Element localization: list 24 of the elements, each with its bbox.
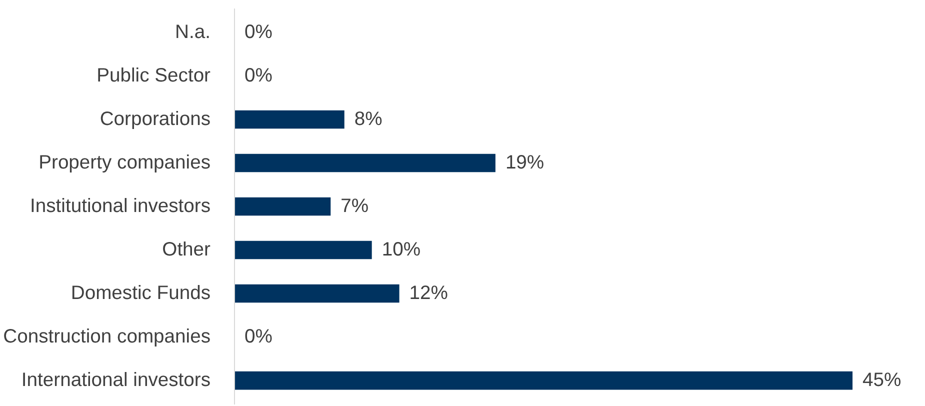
data-label: 45% — [862, 370, 902, 392]
data-label: 0% — [244, 326, 272, 348]
data-label: 10% — [382, 240, 421, 261]
y-tick-label: Construction companies — [3, 326, 210, 348]
y-tick-label: Public Sector — [96, 65, 212, 86]
y-tick-label: International investors — [21, 370, 211, 392]
y-tick-label: Domestic Funds — [70, 283, 210, 304]
y-tick-label: N.a. — [175, 22, 211, 43]
y-tick-label: Property companies — [38, 152, 211, 174]
data-label: 12% — [409, 283, 448, 304]
y-tick-label: Corporations — [100, 108, 210, 130]
bar — [234, 240, 372, 260]
bar — [234, 154, 496, 172]
y-tick-label: Institutional investors — [30, 196, 210, 217]
data-label: 0% — [244, 22, 272, 43]
bar — [234, 284, 400, 303]
bar — [234, 197, 331, 216]
data-label: 8% — [354, 108, 382, 130]
y-tick-label: Other — [162, 240, 212, 261]
bar — [234, 110, 344, 129]
bar — [234, 371, 853, 390]
data-label: 19% — [505, 152, 544, 174]
data-label: 7% — [340, 196, 369, 217]
data-label: 0% — [244, 65, 272, 86]
